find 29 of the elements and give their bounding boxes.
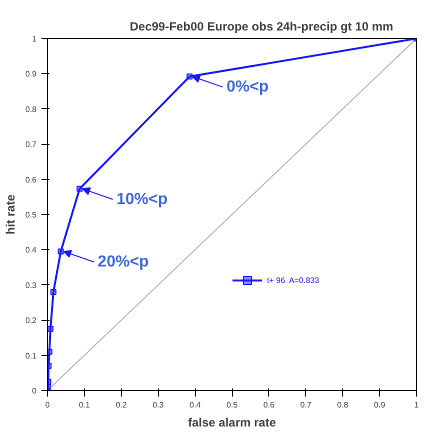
x-tick-label: 0.7 [300, 400, 312, 410]
x-tick-label: 0.5 [226, 400, 238, 410]
annotation: 10%<p [116, 190, 168, 208]
x-tick-label: 0 [45, 400, 50, 410]
legend-label: t+ 96 A=0.833 [267, 276, 320, 284]
y-tick-label: 0.3 [25, 280, 38, 290]
x-tick-label: 0.6 [263, 400, 276, 410]
y-tick-label: 0.9 [25, 70, 38, 79]
chart-title: Dec99-Feb00 Europe obs 24h-precip gt 10 mm [130, 20, 394, 34]
y-axis-title: hit rate [3, 194, 18, 235]
x-tick-label: 1 [414, 400, 420, 410]
y-tick-label: 0.5 [25, 210, 38, 220]
y-tick-label: 0.4 [25, 246, 38, 255]
y-tick-label: 0.2 [25, 316, 38, 326]
x-tick-label: 0.4 [190, 400, 202, 410]
x-tick-label: 0.8 [337, 400, 349, 410]
y-tick-label: 0.7 [25, 140, 38, 150]
y-tick-label: 0.6 [25, 175, 38, 184]
x-axis-title: false alarm rate [188, 416, 276, 430]
x-tick-label: 0.3 [152, 400, 164, 410]
x-tick-label: 0.2 [116, 400, 128, 410]
annotation: 20%<p [98, 254, 150, 271]
x-tick-label: 0.9 [374, 400, 386, 410]
y-tick-label: 0.8 [25, 104, 38, 114]
y-tick-label: 0 [32, 386, 38, 396]
annotation: 0%<p [226, 78, 269, 96]
y-tick-label: 0.1 [25, 351, 38, 360]
y-tick-label: 1 [32, 34, 38, 44]
x-tick-label: 0.1 [78, 400, 91, 410]
